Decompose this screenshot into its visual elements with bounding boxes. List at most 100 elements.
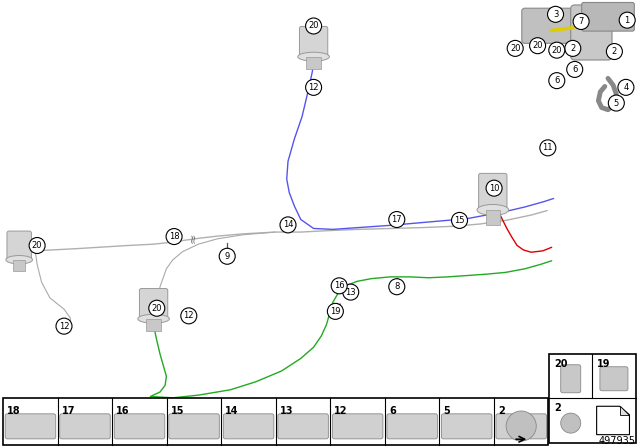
Text: 12: 12: [308, 83, 319, 92]
Ellipse shape: [138, 314, 170, 323]
Circle shape: [306, 18, 322, 34]
FancyBboxPatch shape: [60, 414, 110, 439]
Text: 13: 13: [280, 406, 293, 416]
FancyBboxPatch shape: [169, 414, 220, 439]
Circle shape: [564, 40, 581, 56]
Text: 12: 12: [59, 322, 69, 331]
Text: 19: 19: [597, 359, 611, 369]
FancyBboxPatch shape: [442, 414, 492, 439]
Circle shape: [149, 300, 165, 316]
Ellipse shape: [6, 255, 33, 264]
Text: 2: 2: [498, 406, 505, 416]
Circle shape: [506, 411, 536, 441]
Circle shape: [620, 12, 636, 28]
Circle shape: [166, 228, 182, 245]
Text: 2: 2: [612, 47, 617, 56]
Text: 9: 9: [225, 252, 230, 261]
Circle shape: [561, 413, 580, 433]
FancyBboxPatch shape: [486, 210, 500, 224]
Circle shape: [573, 13, 589, 30]
Text: 20: 20: [510, 44, 520, 53]
Circle shape: [180, 308, 197, 324]
Text: 8: 8: [394, 282, 399, 291]
Text: 2: 2: [554, 403, 561, 413]
FancyBboxPatch shape: [496, 414, 547, 439]
Text: 13: 13: [346, 288, 356, 297]
Circle shape: [548, 6, 564, 22]
Text: 18: 18: [7, 406, 21, 416]
Circle shape: [486, 180, 502, 196]
FancyBboxPatch shape: [307, 56, 321, 69]
Polygon shape: [620, 406, 630, 415]
Circle shape: [548, 73, 564, 89]
FancyBboxPatch shape: [300, 26, 328, 59]
Text: 6: 6: [572, 65, 577, 74]
FancyBboxPatch shape: [278, 414, 328, 439]
FancyBboxPatch shape: [7, 231, 31, 262]
Circle shape: [508, 40, 524, 56]
Text: 20: 20: [554, 359, 568, 369]
Circle shape: [618, 79, 634, 95]
Text: 14: 14: [283, 220, 293, 229]
Circle shape: [306, 79, 322, 95]
Circle shape: [530, 38, 545, 54]
Text: 20: 20: [308, 22, 319, 30]
Text: 20: 20: [152, 304, 162, 313]
FancyBboxPatch shape: [140, 289, 168, 321]
Ellipse shape: [298, 52, 330, 61]
Circle shape: [343, 284, 359, 300]
Text: 4: 4: [623, 83, 628, 92]
Text: 20: 20: [32, 241, 42, 250]
Text: 1: 1: [625, 16, 630, 25]
Text: 16: 16: [116, 406, 130, 416]
Circle shape: [567, 61, 583, 78]
Circle shape: [607, 43, 623, 60]
Polygon shape: [596, 406, 630, 435]
Circle shape: [29, 237, 45, 254]
Text: 12: 12: [334, 406, 348, 416]
Text: 6: 6: [554, 76, 559, 85]
Text: 14: 14: [225, 406, 239, 416]
Text: 16: 16: [334, 281, 344, 290]
FancyBboxPatch shape: [115, 414, 164, 439]
Text: 20: 20: [532, 41, 543, 50]
Text: 19: 19: [330, 307, 340, 316]
Text: 497935: 497935: [599, 436, 636, 446]
Text: 10: 10: [489, 184, 499, 193]
Ellipse shape: [477, 204, 509, 215]
Text: 2: 2: [570, 44, 575, 53]
Circle shape: [280, 217, 296, 233]
Text: 17: 17: [392, 215, 402, 224]
Text: 11: 11: [543, 143, 553, 152]
Circle shape: [389, 279, 405, 295]
Circle shape: [452, 212, 467, 228]
FancyBboxPatch shape: [332, 414, 383, 439]
FancyBboxPatch shape: [223, 414, 274, 439]
FancyBboxPatch shape: [5, 414, 56, 439]
FancyBboxPatch shape: [561, 365, 580, 393]
Bar: [549, 354, 636, 443]
Circle shape: [332, 278, 348, 294]
FancyBboxPatch shape: [13, 260, 26, 271]
Text: 5: 5: [444, 406, 450, 416]
Circle shape: [56, 318, 72, 334]
Text: 3: 3: [553, 10, 558, 19]
FancyBboxPatch shape: [522, 8, 576, 43]
Text: 15: 15: [454, 216, 465, 225]
Text: 18: 18: [169, 232, 179, 241]
Text: 7: 7: [579, 17, 584, 26]
Circle shape: [540, 140, 556, 156]
FancyBboxPatch shape: [387, 414, 437, 439]
Text: 5: 5: [614, 99, 619, 108]
Circle shape: [608, 95, 624, 111]
FancyBboxPatch shape: [147, 319, 161, 331]
Circle shape: [389, 211, 405, 228]
Text: ≈: ≈: [333, 299, 346, 310]
Text: ≈: ≈: [187, 232, 200, 243]
Circle shape: [548, 42, 564, 58]
Text: 12: 12: [184, 311, 194, 320]
Bar: [3, 398, 548, 445]
FancyBboxPatch shape: [582, 3, 634, 31]
FancyBboxPatch shape: [600, 367, 628, 391]
Text: 17: 17: [61, 406, 76, 416]
